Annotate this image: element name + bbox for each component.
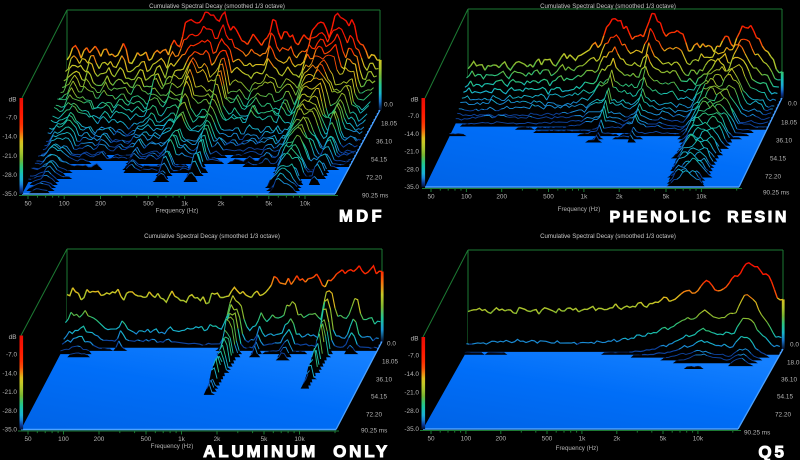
svg-text:-21.0: -21.0 [2,153,17,160]
svg-text:100: 100 [59,201,70,208]
svg-text:2k: 2k [214,436,222,443]
svg-text:Cumulative Spectral Decay (smo: Cumulative Spectral Decay (smoothed 1/3 … [540,3,676,10]
svg-text:5k: 5k [663,194,671,201]
svg-text:54.15: 54.15 [777,394,793,401]
svg-text:1k: 1k [181,201,189,208]
svg-text:200: 200 [495,436,506,443]
svg-text:1k: 1k [581,194,589,201]
svg-text:-7.0: -7.0 [408,113,419,120]
svg-text:5k: 5k [265,201,273,208]
svg-text:0.0: 0.0 [387,341,396,348]
svg-text:Cumulative Spectral Decay (smo: Cumulative Spectral Decay (smoothed 1/3 … [540,233,676,240]
svg-text:1k: 1k [579,436,587,443]
svg-text:500: 500 [141,436,152,443]
svg-text:72.20: 72.20 [366,175,382,182]
svg-text:ALUMINUM ONLY: ALUMINUM ONLY [203,442,390,460]
svg-text:-28.0: -28.0 [2,408,17,415]
svg-text:-28.0: -28.0 [2,172,17,179]
svg-text:36.10: 36.10 [376,139,392,146]
svg-text:18.05: 18.05 [787,360,800,367]
svg-text:-14.0: -14.0 [404,371,419,378]
svg-text:54.15: 54.15 [770,156,786,163]
svg-text:50: 50 [24,201,32,208]
svg-text:500: 500 [543,194,554,201]
svg-text:72.20: 72.20 [366,412,382,419]
svg-text:0.0: 0.0 [788,101,797,108]
svg-text:54.15: 54.15 [371,394,387,401]
svg-text:100: 100 [58,436,69,443]
svg-text:PHENOLIC RESIN: PHENOLIC RESIN [610,209,789,226]
svg-text:-35.0: -35.0 [404,184,419,191]
svg-text:100: 100 [461,436,472,443]
svg-text:-28.0: -28.0 [404,166,419,173]
svg-text:10k: 10k [300,201,311,208]
svg-text:5k: 5k [660,436,668,443]
svg-text:-7.0: -7.0 [6,114,17,121]
svg-text:-14.0: -14.0 [2,370,17,377]
svg-text:-21.0: -21.0 [404,149,419,156]
svg-text:72.20: 72.20 [775,412,791,419]
svg-text:Frequency (Hz): Frequency (Hz) [151,443,194,450]
svg-text:36.10: 36.10 [781,377,797,384]
svg-text:Frequency (Hz): Frequency (Hz) [556,445,599,452]
svg-text:500: 500 [542,436,553,443]
svg-text:54.15: 54.15 [371,157,387,164]
svg-text:36.10: 36.10 [776,138,792,145]
svg-text:18.05: 18.05 [382,359,398,366]
svg-text:0.0: 0.0 [790,342,799,349]
svg-text:Frequency (Hz): Frequency (Hz) [558,206,601,213]
svg-text:dB: dB [9,97,17,104]
svg-text:2k: 2k [616,194,624,201]
svg-text:72.20: 72.20 [765,174,781,181]
svg-text:Frequency (Hz): Frequency (Hz) [156,208,199,215]
svg-text:18.05: 18.05 [781,120,797,127]
svg-text:200: 200 [496,194,507,201]
svg-text:10k: 10k [696,194,707,201]
svg-text:2k: 2k [613,436,621,443]
svg-text:10k: 10k [693,436,704,443]
svg-text:200: 200 [95,201,106,208]
svg-text:-14.0: -14.0 [404,131,419,138]
svg-text:90.25 ms: 90.25 ms [744,430,770,437]
svg-text:0.0: 0.0 [384,102,393,109]
svg-text:10k: 10k [294,436,305,443]
svg-text:1k: 1k [178,436,186,443]
svg-text:2k: 2k [218,201,226,208]
svg-text:50: 50 [427,436,435,443]
svg-text:-35.0: -35.0 [2,191,17,198]
svg-text:MDF: MDF [339,208,385,226]
svg-text:90.25 ms: 90.25 ms [362,193,388,200]
svg-text:Q5: Q5 [758,443,787,460]
svg-text:50: 50 [427,194,435,201]
svg-text:90.25 ms: 90.25 ms [763,190,789,197]
svg-text:100: 100 [461,194,472,201]
svg-text:-28.0: -28.0 [404,408,419,415]
svg-text:dB: dB [411,336,419,343]
svg-text:18.05: 18.05 [381,121,397,128]
svg-text:5k: 5k [261,436,269,443]
svg-text:-21.0: -21.0 [404,389,419,396]
svg-text:36.10: 36.10 [376,377,392,384]
svg-text:-21.0: -21.0 [2,389,17,396]
svg-text:dB: dB [9,334,17,341]
svg-text:-35.0: -35.0 [2,427,17,434]
svg-text:-14.0: -14.0 [2,134,17,141]
svg-text:Cumulative Spectral Decay (smo: Cumulative Spectral Decay (smoothed 1/3 … [144,233,280,240]
svg-text:-7.0: -7.0 [6,352,17,359]
svg-text:Cumulative Spectral Decay (smo: Cumulative Spectral Decay (smoothed 1/3 … [149,3,285,10]
svg-text:200: 200 [94,436,105,443]
svg-text:50: 50 [24,436,32,443]
svg-text:dB: dB [411,97,419,104]
svg-text:500: 500 [143,201,154,208]
svg-text:-7.0: -7.0 [408,353,419,360]
svg-text:-35.0: -35.0 [404,426,419,433]
svg-text:90.25 ms: 90.25 ms [361,428,387,435]
